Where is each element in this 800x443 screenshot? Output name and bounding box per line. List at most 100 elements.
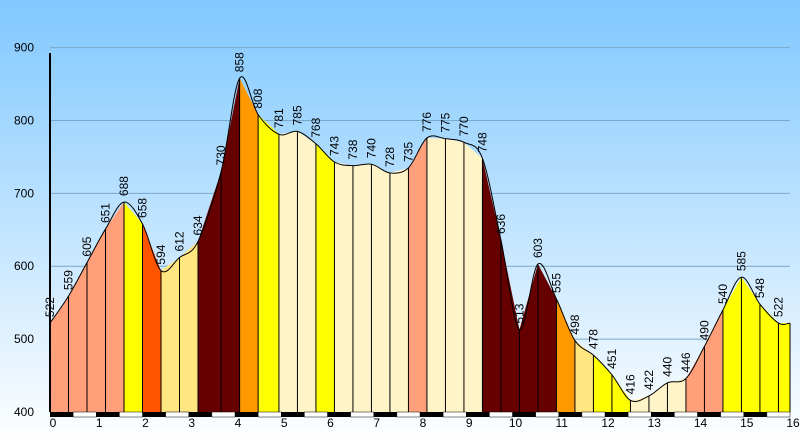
x-axis-bar-light (211, 411, 236, 418)
elevation-segment (179, 241, 198, 412)
y-tick-label: 500 (14, 332, 34, 346)
elevation-data-label: 651 (99, 203, 113, 223)
x-tick-label: 3 (188, 416, 195, 430)
axes (49, 53, 791, 418)
x-axis-bar-dark (558, 412, 582, 417)
x-axis-bar-light (165, 411, 189, 418)
elevation-segment (593, 355, 612, 412)
elevation-segment (704, 309, 723, 412)
x-axis-bar-dark (420, 412, 444, 417)
x-axis-bar-dark (281, 412, 305, 417)
elevation-data-label: 478 (586, 329, 600, 349)
elevation-data-label: 636 (494, 214, 508, 234)
elevation-segment (87, 229, 106, 412)
elevation-data-label: 728 (383, 147, 397, 167)
elevation-data-label: 522 (43, 297, 57, 317)
x-axis-bar-light (442, 411, 467, 418)
elevation-data-label: 513 (512, 303, 526, 323)
elevation-segment (667, 378, 686, 412)
elevation-data-label: 522 (771, 297, 785, 317)
x-tick-label: 1 (96, 416, 103, 430)
x-tick-label: 12 (601, 416, 615, 430)
elevation-segment (161, 257, 180, 412)
x-tick-label: 7 (373, 416, 380, 430)
x-axis-bar-dark (651, 412, 675, 417)
y-tick-label: 800 (14, 113, 34, 127)
x-axis-bar-dark (697, 412, 721, 417)
x-tick-label: 11 (556, 416, 569, 430)
x-axis-bar-light (72, 411, 97, 418)
elevation-data-label: 555 (549, 273, 563, 293)
elevation-data-label: 688 (117, 176, 131, 196)
x-axis-tick-labels: 0 1 2 3 4 5 6 7 8 9 10 11 12 13 14 15 16 (50, 416, 800, 430)
x-axis-bar-dark (96, 412, 120, 417)
elevation-segment (239, 78, 259, 412)
elevation-data-label: 658 (136, 198, 150, 218)
elevation-data-label: 740 (364, 138, 378, 158)
elevation-segment (334, 162, 353, 412)
elevation-segment (463, 142, 483, 413)
x-tick-label: 6 (327, 416, 334, 430)
x-tick-label: 8 (420, 416, 427, 430)
x-axis-bar-dark (188, 412, 212, 417)
x-axis-bar-light (396, 411, 421, 418)
y-tick-label: 900 (14, 41, 34, 55)
elevation-segment (519, 264, 538, 412)
elevation-data-label: 770 (457, 116, 471, 136)
elevation-segment (574, 340, 594, 412)
elevation-segments (50, 78, 790, 413)
elevation-data-label: 540 (716, 284, 730, 304)
elevation-data-label: 440 (660, 356, 674, 376)
elevation-data-label: 498 (568, 314, 582, 334)
x-axis-bar-dark (142, 412, 166, 417)
elevation-segment (389, 167, 409, 412)
elevation-data-label: 768 (309, 117, 323, 137)
elevation-data-label: 548 (753, 278, 767, 298)
elevation-data-label: 785 (290, 105, 304, 125)
x-tick-label: 0 (50, 416, 57, 430)
elevation-data-labels: 522 559 605 651 688 658 594 612 634 730 858 808 781 7… (43, 52, 785, 394)
elevation-data-label: 594 (154, 244, 168, 264)
elevation-segment (500, 239, 520, 412)
y-axis-tick-labels: 400 500 600 700 800 900 (14, 41, 34, 419)
elevation-data-label: 748 (475, 132, 489, 152)
x-axis-bar-dark (327, 412, 351, 417)
elevation-data-label: 416 (623, 374, 637, 394)
segment-dividers (49, 78, 791, 412)
elevation-segment (278, 131, 298, 412)
elevation-segment (315, 143, 335, 413)
elevation-segment (221, 78, 240, 412)
x-tick-label: 14 (694, 416, 708, 430)
x-tick-label: 16 (786, 416, 800, 430)
elevation-data-label: 775 (438, 112, 452, 132)
elevation-segment (648, 382, 668, 412)
x-axis-bar-light (304, 411, 328, 418)
elevation-segment (258, 114, 279, 412)
x-axis-bar-dark (235, 412, 259, 417)
elevation-segment (537, 264, 557, 412)
x-axis-bar-dark (512, 412, 536, 417)
elevation-data-label: 490 (697, 320, 711, 340)
elevation-segment (198, 171, 222, 412)
x-tick-label: 10 (509, 416, 523, 430)
elevation-segment (685, 346, 705, 412)
x-axis-bar-dark (373, 412, 397, 417)
elevation-segment (482, 158, 501, 412)
elevation-data-label: 776 (420, 112, 434, 132)
elevation-data-label: 808 (251, 88, 265, 108)
elevation-segment (611, 374, 631, 412)
elevation-segment (408, 137, 427, 412)
elevation-segment (371, 164, 390, 412)
elevation-data-label: 603 (531, 238, 545, 258)
elevation-segment (556, 299, 575, 412)
y-tick-label: 600 (14, 259, 34, 273)
elevation-segment (741, 277, 760, 412)
elevation-data-label: 743 (327, 136, 341, 156)
elevation-segment (352, 164, 372, 412)
elevation-data-label: 781 (272, 108, 286, 128)
x-axis-bar-dark (50, 412, 74, 417)
x-tick-label: 13 (648, 416, 662, 430)
elevation-segment (142, 223, 161, 412)
